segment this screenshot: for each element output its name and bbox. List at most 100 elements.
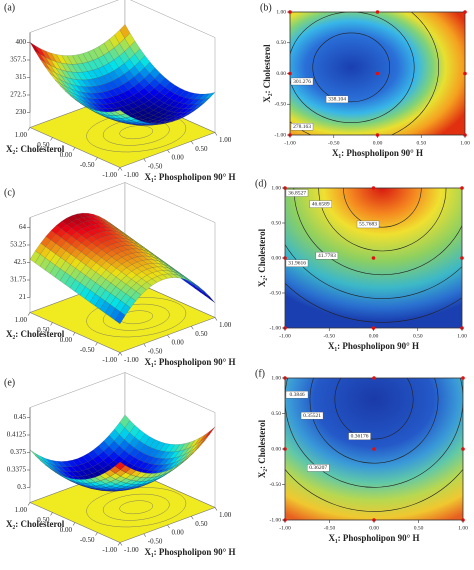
y-tick-label: 0.50 bbox=[37, 326, 50, 334]
x-tick-label: 0.50 bbox=[195, 145, 208, 153]
design-point bbox=[463, 71, 467, 76]
contour-label-box bbox=[356, 220, 380, 229]
y-tick-label: 0.50 bbox=[271, 220, 281, 226]
y-tick-label: 0.00 bbox=[271, 446, 281, 452]
surface-panel: 0.3 0.3375 0.375 0.4125 0.45 -1.00 -0.50 0.00 0.… bbox=[4, 372, 236, 557]
x-tick-label: 1.00 bbox=[219, 321, 232, 329]
y-tick-label: -0.50 bbox=[270, 482, 282, 488]
y-tick-label: 0.00 bbox=[60, 526, 73, 534]
x-tick bbox=[191, 141, 194, 145]
contour-label-box bbox=[315, 252, 339, 260]
x-tick-label: -1.00 bbox=[279, 333, 291, 339]
z-tick-label: 230 bbox=[16, 108, 27, 116]
x-tick-label: 0.50 bbox=[414, 525, 424, 531]
design-point bbox=[372, 376, 376, 380]
contour-line bbox=[293, 188, 462, 276]
contour-label: 0.36207 bbox=[309, 465, 327, 471]
x-tick-label: -0.50 bbox=[324, 333, 336, 339]
contour-label: 0.36176 bbox=[351, 434, 369, 440]
x-tick-label: -1.00 bbox=[279, 525, 291, 531]
x-tick bbox=[214, 317, 218, 321]
z-tick-label: 400 bbox=[16, 38, 27, 46]
x-tick-label: 0.00 bbox=[373, 140, 383, 146]
design-point bbox=[371, 256, 376, 260]
x-tick-label: -0.50 bbox=[148, 347, 163, 355]
x-axis-title: X₁: Phospholipon 90° H bbox=[144, 357, 235, 367]
x-tick-label: 0.00 bbox=[172, 339, 185, 347]
y-tick bbox=[27, 127, 31, 131]
y-tick bbox=[117, 352, 121, 356]
contour-label: 46.6589 bbox=[312, 201, 330, 207]
contour-label-box bbox=[285, 390, 309, 399]
x-tick-label: -1.00 bbox=[124, 171, 139, 179]
surface-patch bbox=[114, 461, 126, 470]
z-tick-label: 0.3 bbox=[17, 483, 26, 491]
y-tick-label: -0.50 bbox=[80, 536, 95, 544]
y-tick-label: -1.00 bbox=[275, 132, 287, 138]
y-tick-label: 0.50 bbox=[276, 40, 286, 46]
design-point bbox=[461, 376, 465, 380]
x-axis-title: X₁: Phospholipon 90° H bbox=[332, 148, 423, 158]
x-tick-label: -0.50 bbox=[328, 140, 340, 146]
z-tick-label: 42.5 bbox=[14, 258, 27, 266]
contour-line bbox=[290, 12, 415, 123]
y-tick bbox=[72, 332, 76, 336]
y-tick-label: -0.50 bbox=[270, 290, 282, 296]
surface-panel: 230 272.5 315 357.5 400 -1.00 -0.50 0.00 0.50 1.0… bbox=[4, 0, 236, 182]
design-point bbox=[461, 447, 465, 451]
y-axis-title: X₂: Cholesterol bbox=[6, 144, 65, 154]
x-tick bbox=[167, 149, 170, 154]
x-tick-label: 0.50 bbox=[413, 333, 423, 339]
floor-contour bbox=[119, 125, 154, 140]
contour-panel: 55.7683 46.6589 41.7783 36.8527 31.9616 -1.00… bbox=[255, 178, 467, 351]
contour-line bbox=[290, 12, 440, 135]
design-point bbox=[372, 447, 376, 451]
z-tick-label: 315 bbox=[16, 73, 27, 81]
contour-label: 278.163 bbox=[293, 124, 311, 130]
panel-label: (c) bbox=[4, 187, 15, 198]
x-tick-label: 0.00 bbox=[369, 525, 379, 531]
y-tick-label: 1.00 bbox=[271, 375, 281, 381]
x-tick-label: 0.00 bbox=[172, 154, 185, 162]
y-tick-label: -1.00 bbox=[270, 325, 282, 331]
contour-label: 0.3846 bbox=[289, 392, 304, 398]
y-tick bbox=[117, 167, 121, 171]
y-tick-label: 0.00 bbox=[271, 255, 281, 261]
y-axis-title: X₂: Cholesterol bbox=[6, 329, 65, 339]
contour-label: 0.35521 bbox=[303, 413, 321, 419]
x-tick bbox=[167, 334, 170, 339]
contour-line bbox=[285, 282, 462, 323]
floor-contour bbox=[119, 310, 154, 325]
y-tick bbox=[27, 502, 31, 506]
floor-contour bbox=[102, 493, 170, 521]
contour-label-box bbox=[290, 77, 314, 86]
y-tick-label: 0.00 bbox=[276, 71, 286, 77]
x-tick bbox=[119, 352, 123, 356]
contour-panel: 0.36176 0.35521 0.36207 0.3846 -1.00 -0.50 0.0… bbox=[255, 368, 468, 543]
x-axis-title: X₁: Phospholipon 90° H bbox=[328, 341, 419, 351]
panel-label: (e) bbox=[4, 377, 15, 388]
contour-label-box bbox=[307, 464, 330, 472]
x-tick-label: 0.00 bbox=[369, 333, 379, 339]
x-tick bbox=[191, 516, 194, 520]
z-tick-label: 0.45 bbox=[14, 413, 27, 421]
x-tick bbox=[119, 167, 123, 171]
x-tick bbox=[143, 158, 146, 162]
panel-label: (b) bbox=[260, 2, 272, 13]
x-tick bbox=[143, 343, 146, 347]
contour-label-box bbox=[325, 95, 349, 104]
x-tick-label: 1.00 bbox=[460, 140, 470, 146]
x-tick-label: -1.00 bbox=[124, 356, 139, 364]
z-tick-label: 53.25 bbox=[10, 241, 26, 249]
z-tick-label: 31.75 bbox=[10, 276, 26, 284]
y-tick-label: 1.00 bbox=[15, 316, 28, 324]
y-axis-title: X₂: Cholesterol bbox=[257, 228, 267, 287]
contour-label: 41.7783 bbox=[318, 253, 336, 259]
contour-label-box bbox=[290, 123, 314, 131]
y-tick bbox=[72, 147, 76, 151]
z-tick-label: 0.4125 bbox=[7, 431, 27, 439]
contour-label-box bbox=[348, 432, 371, 440]
y-axis-title: X₂: Cholesterol bbox=[6, 519, 65, 529]
x-tick-label: 1.00 bbox=[458, 525, 468, 531]
x-axis-title: X₁: Phospholipon 90° H bbox=[144, 172, 235, 182]
